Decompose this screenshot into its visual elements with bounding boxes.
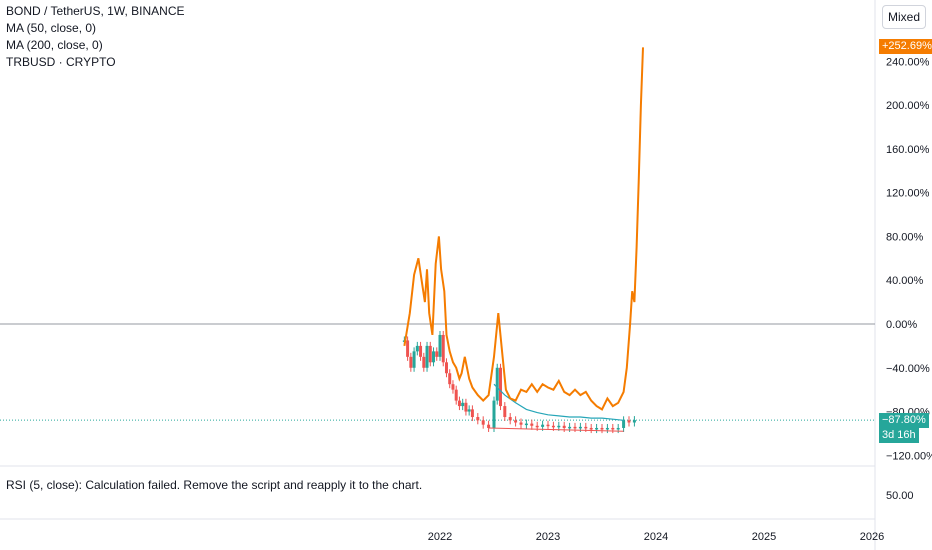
- candle-body: [498, 367, 502, 407]
- candle-body: [562, 425, 566, 428]
- candle-body: [461, 402, 465, 407]
- y-tick-label: 80.00%: [886, 231, 924, 243]
- candle-body: [627, 420, 631, 423]
- candle-body: [514, 420, 518, 423]
- candle-body: [464, 402, 468, 412]
- legend-title[interactable]: BOND / TetherUS, 1W, BINANCE: [6, 4, 185, 18]
- candle-body: [573, 426, 577, 429]
- candle-body: [457, 400, 461, 407]
- y-tick-label: 160.00%: [886, 144, 930, 156]
- candle-body: [425, 345, 429, 368]
- y-tick-label: −40.00%: [886, 363, 930, 375]
- ma-50-line: [493, 383, 624, 421]
- legend-compare[interactable]: TRBUSD · CRYPTO: [6, 55, 116, 69]
- x-tick-label: 2025: [752, 531, 776, 543]
- trb-line: [403, 47, 644, 411]
- candle-body: [535, 425, 539, 428]
- y-axis-ticks: 240.00% 200.00% 160.00% 120.00% 80.00% 40.00%…: [886, 56, 932, 462]
- rsi-error-message: RSI (5, close): Calculation failed. Remo…: [6, 478, 423, 492]
- y-tick-label: 240.00%: [886, 56, 930, 68]
- y-tick-label: 120.00%: [886, 188, 930, 200]
- trb-series-path: [403, 47, 644, 411]
- candle-body: [595, 427, 599, 430]
- candle-body: [546, 424, 550, 427]
- candle-body: [406, 340, 410, 357]
- x-tick-label: 2024: [644, 531, 668, 543]
- candle-body: [487, 424, 491, 428]
- candle-body: [551, 425, 555, 428]
- y-tick-label: 200.00%: [886, 100, 930, 112]
- bond-candles: [402, 330, 636, 434]
- candle-body: [441, 334, 445, 363]
- candle-body: [415, 345, 419, 352]
- candle-body: [412, 351, 416, 368]
- candle-body: [492, 400, 496, 428]
- x-tick-label: 2022: [428, 531, 452, 543]
- candle-body: [524, 423, 528, 426]
- candle-body: [438, 334, 442, 357]
- candle-body: [605, 427, 609, 430]
- candle-body: [467, 409, 471, 412]
- legend-ma50[interactable]: MA (50, close, 0): [6, 21, 97, 35]
- support-line-stroke[interactable]: [488, 427, 624, 432]
- candle-body: [530, 423, 534, 426]
- candle-body: [481, 420, 485, 425]
- candle-body: [422, 356, 426, 368]
- candle-body: [454, 389, 458, 401]
- candle-body: [428, 345, 432, 363]
- candle-body: [622, 420, 626, 428]
- y-tick-label: 0.00%: [886, 319, 917, 331]
- candle-body: [578, 426, 582, 429]
- candle-body: [476, 417, 480, 421]
- x-tick-label: 2026: [860, 531, 884, 543]
- candle-body: [616, 427, 620, 430]
- candle-body: [508, 417, 512, 421]
- countdown-badge: 3d 16h: [879, 428, 919, 443]
- support-trendline[interactable]: [488, 427, 624, 432]
- x-tick-label: 2023: [536, 531, 560, 543]
- candle-body: [568, 426, 572, 429]
- candle-body: [611, 427, 615, 430]
- candle-body: [419, 345, 423, 357]
- rsi-scale-label: 50.00: [886, 490, 914, 502]
- candle-body: [557, 425, 561, 428]
- y-tick-label: 40.00%: [886, 275, 924, 287]
- trb-change-badge: +252.69%: [879, 39, 932, 54]
- candle-body: [600, 427, 604, 430]
- candle-body: [632, 420, 636, 423]
- candle-body: [503, 406, 507, 418]
- candle-body: [448, 373, 452, 385]
- candle-body: [435, 351, 439, 357]
- scale-mode-button[interactable]: Mixed: [882, 5, 926, 29]
- x-axis-ticks: 2022 2023 2024 2025 2026: [428, 531, 884, 543]
- candle-body: [432, 351, 436, 363]
- candle-body: [444, 362, 448, 374]
- candle-body: [470, 409, 474, 418]
- legend-ma200[interactable]: MA (200, close, 0): [6, 38, 103, 52]
- candle-body: [589, 427, 593, 430]
- ma50-series-path: [493, 383, 624, 421]
- bond-change-badge: −87.80%: [879, 413, 929, 428]
- candle-body: [409, 356, 413, 368]
- candle-body: [584, 426, 588, 429]
- candle-body: [541, 424, 545, 427]
- candle-body: [451, 384, 455, 390]
- candle-body: [495, 367, 499, 401]
- candle-body: [519, 422, 523, 425]
- y-tick-label: −120.00%: [886, 450, 932, 462]
